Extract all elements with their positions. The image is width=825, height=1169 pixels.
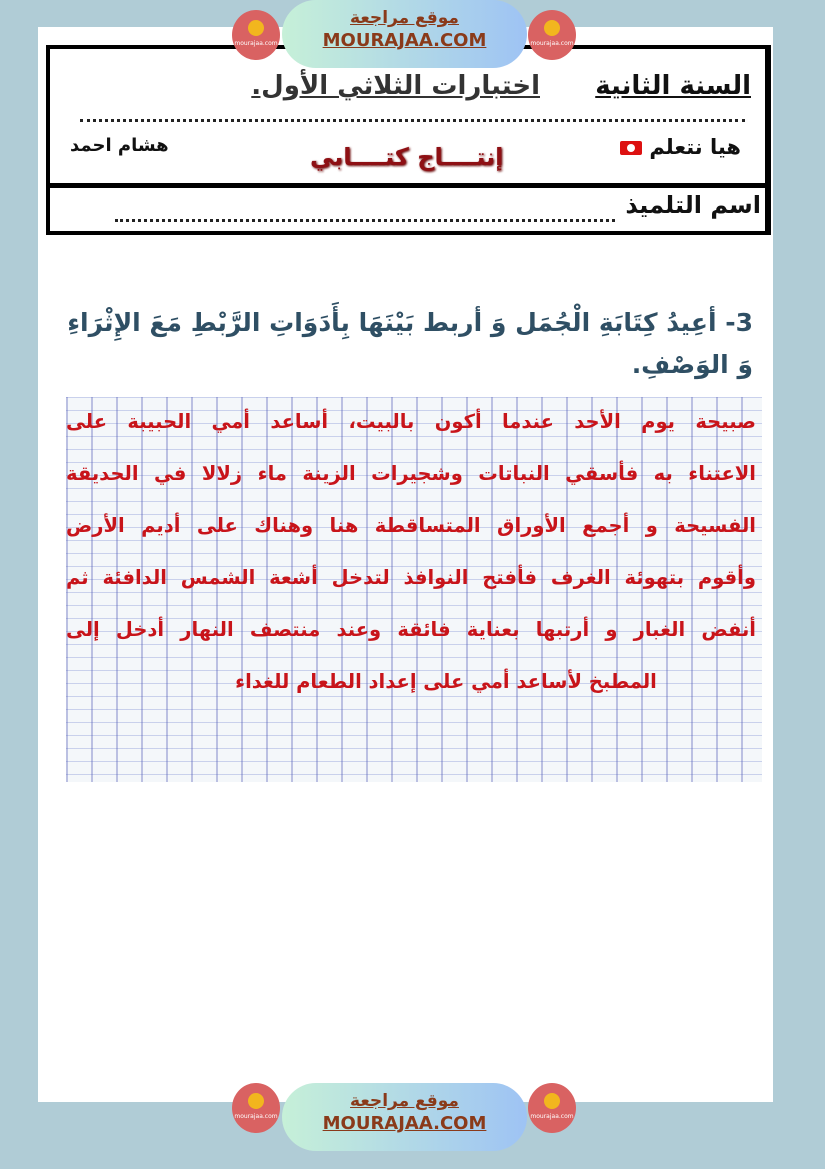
lined-paper bbox=[66, 397, 762, 782]
logo-icon: mourajaa.com bbox=[232, 1083, 280, 1133]
watermark-banner-top[interactable]: موقع مراجعة MOURAJAA.COM bbox=[282, 0, 527, 68]
subject-title: إنتــــاج كتــــابي bbox=[310, 143, 504, 171]
answer-line: المطبخ لأساعد أمي على إعداد الطعام للغدا… bbox=[235, 670, 657, 693]
answer-line: وأقوم بتهوئة الغرف فأفتح النوافذ لتدخل أ… bbox=[66, 566, 756, 589]
logo-icon: mourajaa.com bbox=[528, 10, 576, 60]
author-name: هشام احمد bbox=[70, 135, 169, 156]
watermark-latin: MOURAJAA.COM bbox=[322, 30, 487, 51]
brand-label: هيا نتعلم bbox=[616, 135, 741, 159]
watermark-arabic: موقع مراجعة bbox=[350, 1091, 459, 1111]
divider-dots bbox=[80, 119, 745, 122]
watermark-latin: MOURAJAA.COM bbox=[322, 1113, 487, 1134]
watermark-arabic: موقع مراجعة bbox=[350, 8, 459, 28]
grade-label: السنة الثانية bbox=[595, 71, 751, 101]
student-name-field[interactable] bbox=[115, 219, 615, 222]
answer-paragraph: صبيحة يوم الأحد عندما أكون بالبيت، أساعد… bbox=[66, 410, 756, 722]
question-instruction: 3- أعِيدُ كِتَابَةِ الْجُمَل وَ أربط بَي… bbox=[67, 308, 753, 379]
answer-line: أنفض الغبار و أرتبها بعناية فائقة وعند م… bbox=[66, 618, 756, 641]
answer-line: صبيحة يوم الأحد عندما أكون بالبيت، أساعد… bbox=[66, 410, 756, 433]
logo-text: mourajaa.com bbox=[234, 40, 278, 47]
answer-line: الاعتناء به فأسقي النباتات وشجيرات الزين… bbox=[66, 462, 756, 485]
tunisia-flag-icon bbox=[620, 141, 642, 155]
worksheet-page: السنة الثانية اختبارات الثلاثي الأول. هي… bbox=[38, 27, 773, 1102]
answer-line: الفسيحة و أجمع الأوراق المتساقطة هنا وهن… bbox=[66, 514, 756, 537]
watermark-banner-bottom[interactable]: موقع مراجعة MOURAJAA.COM bbox=[282, 1083, 527, 1151]
logo-icon: mourajaa.com bbox=[232, 10, 280, 60]
logo-text: mourajaa.com bbox=[234, 1113, 278, 1120]
exam-title: اختبارات الثلاثي الأول. bbox=[251, 71, 540, 101]
header-box: السنة الثانية اختبارات الثلاثي الأول. هي… bbox=[46, 45, 771, 235]
logo-text: mourajaa.com bbox=[530, 40, 574, 47]
student-name-label: اسم التلميذ bbox=[625, 191, 761, 219]
logo-icon: mourajaa.com bbox=[528, 1083, 576, 1133]
logo-text: mourajaa.com bbox=[530, 1113, 574, 1120]
header-top: السنة الثانية اختبارات الثلاثي الأول. هي… bbox=[50, 49, 765, 188]
brand-text: هيا نتعلم bbox=[649, 135, 741, 159]
